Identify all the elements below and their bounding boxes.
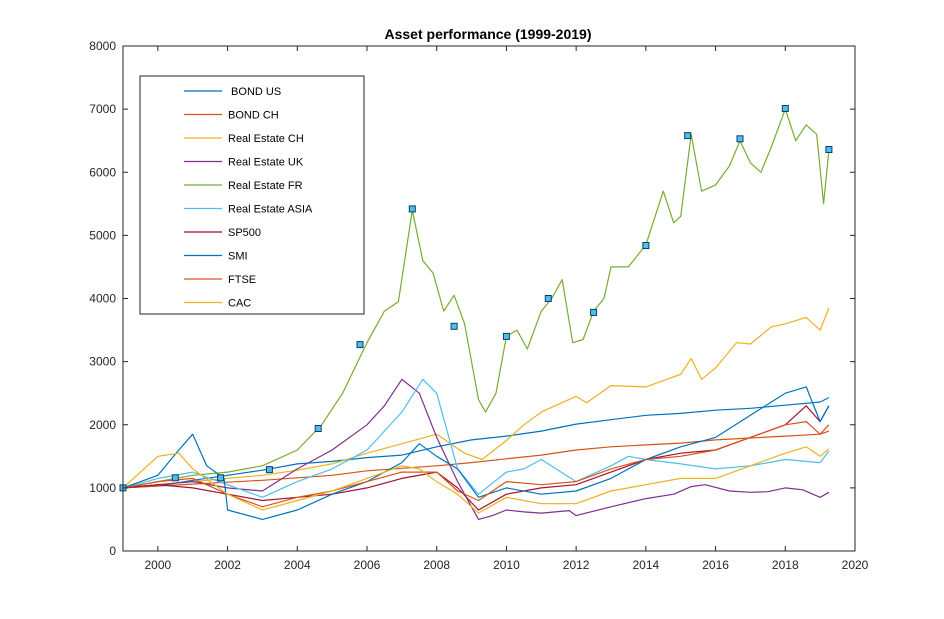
y-tick-label: 2000 (89, 418, 116, 432)
legend-label: Real Estate UK (228, 157, 304, 169)
x-tick-label: 2008 (423, 558, 450, 572)
marker-point-2 (171, 474, 179, 482)
series-line-8 (122, 386, 830, 520)
series-line-3 (122, 307, 830, 489)
marker-point-12 (642, 242, 650, 249)
marker-point-13 (684, 132, 692, 140)
series-line-9 (122, 421, 830, 508)
y-tick-label: 4000 (89, 292, 116, 306)
x-tick-label: 2010 (493, 558, 520, 572)
legend-label: Real Estate FR (228, 180, 303, 192)
marker-point-14 (736, 135, 744, 143)
legend-label: SP500 (228, 227, 261, 239)
legend-box (139, 75, 365, 315)
marker-point-5 (314, 425, 322, 432)
y-tick-label: 5000 (89, 228, 116, 242)
marker-point-15 (781, 105, 789, 112)
legend-label: CAC (228, 298, 251, 310)
marker-point-10 (544, 295, 552, 302)
legend-label: BOND CH (228, 110, 279, 122)
series-line-6 (122, 378, 830, 498)
y-tick-label: 0 (109, 544, 116, 558)
x-tick-label: 2016 (702, 558, 729, 572)
y-tick-label: 8000 (89, 39, 116, 53)
series-line-2 (122, 424, 830, 489)
axes: 2000 2002 2004 2006 2008 2010 2012 2014 2016 2018… (89, 39, 868, 572)
marker-point-6 (356, 341, 364, 349)
marker-point-4 (265, 466, 273, 474)
series-line-4 (122, 378, 830, 520)
legend-label: Real Estate CH (228, 133, 304, 145)
y-tick-label: 1000 (89, 481, 116, 495)
legend-label: Real Estate ASIA (228, 204, 313, 216)
series-lines (122, 108, 830, 520)
legend-label: FTSE (228, 274, 256, 286)
marker-point-16 (825, 146, 833, 153)
marker-point-3 (217, 474, 225, 482)
series-line-1 (122, 397, 830, 489)
legend-label: SMI (228, 251, 248, 263)
x-tick-label: 2018 (772, 558, 799, 572)
y-tick-label: 7000 (89, 102, 116, 116)
x-tick-label: 2002 (214, 558, 241, 572)
marker-point-7 (408, 205, 416, 213)
x-tick-label: 2012 (563, 558, 590, 572)
chart-title: Asset performance (1999-2019) (385, 26, 592, 42)
legend: BOND US BOND CH Real Estate CH Real Estate … (139, 75, 365, 315)
x-tick-label: 2020 (842, 558, 869, 572)
marker-point-11 (590, 308, 598, 316)
series-line-5 (122, 108, 830, 489)
x-tick-label: 2006 (354, 558, 381, 572)
x-tick-label: 2000 (145, 558, 172, 572)
y-tick-label: 6000 (89, 165, 116, 179)
x-tick-label: 2004 (284, 558, 311, 572)
legend-label: BOND US (228, 86, 281, 98)
marker-point-9 (502, 332, 510, 340)
x-tick-label: 2014 (633, 558, 660, 572)
series-line-10 (122, 446, 830, 514)
marker-point-8 (450, 322, 458, 330)
y-tick-label: 3000 (89, 355, 116, 369)
